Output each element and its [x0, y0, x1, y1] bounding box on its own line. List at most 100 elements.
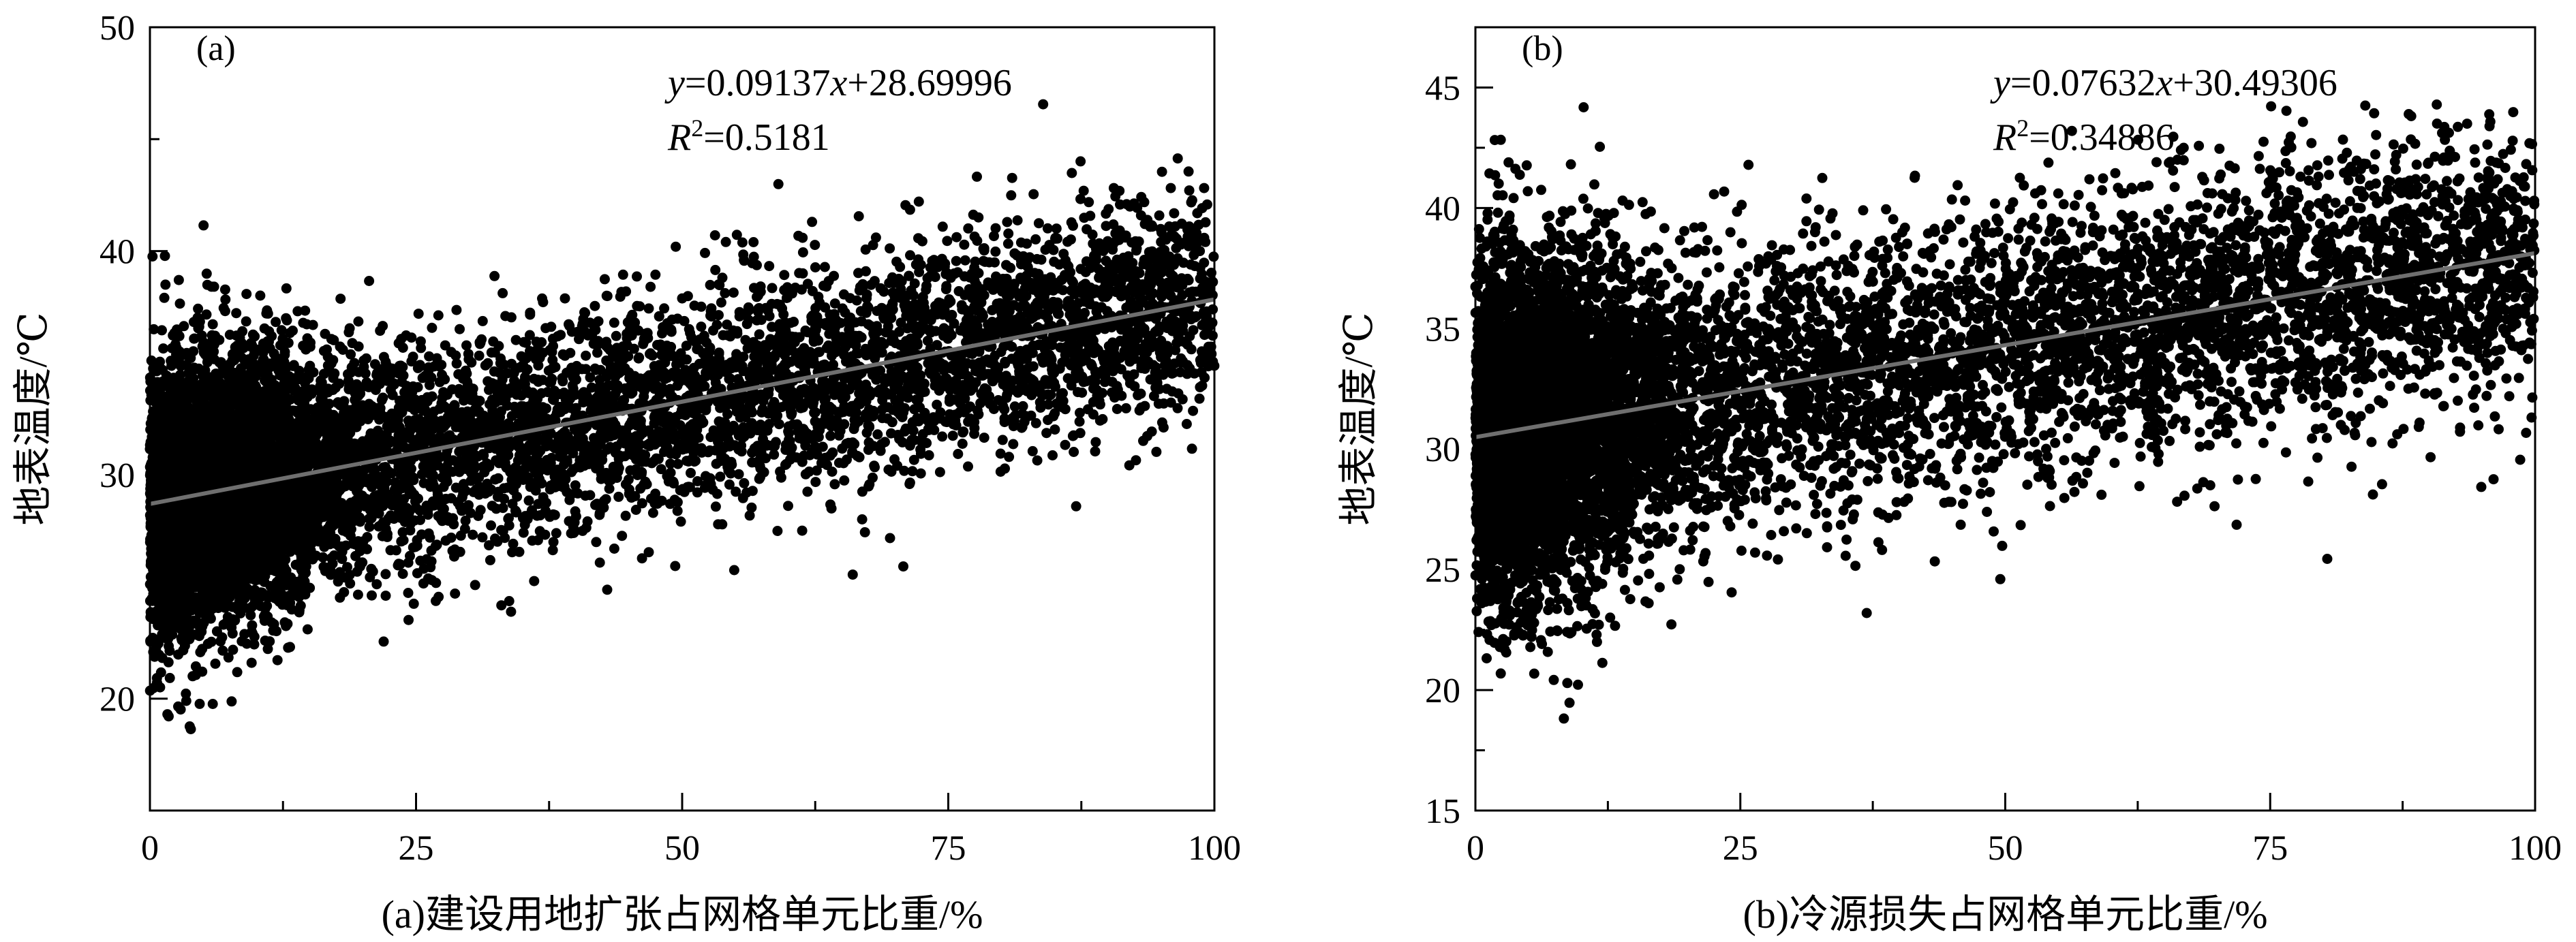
panel-a-point — [335, 294, 346, 304]
panel-a-point — [947, 430, 958, 441]
panel-a-point — [709, 230, 720, 240]
panel-a-point — [514, 546, 525, 557]
panel-a-point — [937, 221, 948, 232]
panel-a-point — [226, 696, 237, 707]
panel-a-point — [844, 293, 855, 304]
panel-a-point — [174, 298, 185, 309]
panel-a-point — [547, 394, 558, 405]
panel-a-point — [477, 532, 488, 543]
panel-a-point — [403, 588, 414, 598]
panel-a-point — [1189, 261, 1200, 272]
panel-a-point — [620, 510, 631, 521]
panel-a-point — [353, 341, 364, 352]
panel-a-point — [779, 270, 790, 281]
panel-a-point — [175, 704, 186, 715]
panel-a-point — [1074, 416, 1085, 427]
panel-a-point — [281, 283, 292, 294]
panel-a-point — [628, 343, 639, 354]
panel-a-point — [489, 270, 500, 281]
panel-a-point — [1111, 404, 1122, 414]
panel-a-point — [1184, 185, 1195, 196]
panel-a-point — [179, 321, 189, 332]
panel-a-point — [271, 317, 281, 328]
panel-a-point — [1172, 153, 1183, 164]
panel-a-point — [713, 519, 724, 530]
panel-a-point — [645, 281, 656, 292]
panel-a-point — [880, 437, 890, 448]
panel-a-point — [681, 354, 692, 365]
panel-a-point — [1002, 238, 1013, 249]
panel-a-point — [159, 292, 170, 303]
panel-a-point — [1020, 300, 1030, 311]
panel-a-point — [670, 561, 681, 571]
panel-a-point — [160, 279, 171, 290]
panel-a-point — [972, 171, 982, 182]
panel-a-point — [548, 537, 559, 548]
panel-a-point — [953, 449, 964, 459]
panel-a-point — [599, 274, 610, 285]
panel-a-point — [639, 391, 649, 402]
panel-a-point — [741, 319, 752, 330]
panel-a-points — [144, 99, 1220, 734]
panel-a-point — [722, 330, 733, 341]
panel-a-point — [1047, 450, 1058, 460]
panel-a-point — [959, 239, 970, 250]
panel-a-point — [1150, 313, 1161, 324]
panel-a-point — [506, 312, 517, 323]
panel-a-point — [617, 531, 628, 541]
panel-a-point — [523, 495, 534, 506]
panel-a-point — [747, 457, 758, 468]
panel-a-point — [681, 341, 692, 351]
panel-a-point — [162, 709, 173, 720]
panel-a-point — [1188, 405, 1199, 416]
panel-a-point — [1182, 339, 1193, 350]
panel-a-point — [228, 644, 239, 655]
panel-a-point — [1090, 437, 1101, 448]
panel-a-point — [1176, 358, 1186, 368]
panel-a-point — [485, 484, 495, 494]
panel-a-point — [764, 261, 775, 272]
panel-a-point — [484, 540, 494, 551]
panel-a-point — [650, 269, 661, 280]
panel-a-point — [829, 479, 840, 490]
panel-a-point — [449, 544, 460, 555]
panel-a-point — [559, 293, 570, 304]
panel-a-point — [1090, 446, 1101, 457]
panel-a-point — [586, 405, 597, 415]
panel-a-point — [964, 272, 975, 283]
panel-a-point — [581, 350, 592, 361]
panel-a-point — [451, 304, 462, 315]
panel-a-point — [1121, 199, 1132, 210]
panel-a-point — [506, 411, 517, 422]
panel-a-point — [700, 247, 710, 258]
panel-a-point — [496, 600, 507, 611]
panel-a-point — [654, 311, 664, 322]
panel-a-point — [632, 271, 642, 282]
panel-a-point — [710, 264, 721, 275]
panel-a-point — [497, 287, 508, 298]
panel-a-point — [371, 579, 382, 590]
panel-a-point — [397, 343, 408, 353]
panel-a-point — [800, 469, 811, 480]
panel-a-point — [729, 565, 739, 576]
panel-a-point — [937, 431, 948, 442]
panel-a-point — [246, 657, 257, 668]
panel-a-point — [1049, 408, 1060, 419]
panel-a-point — [613, 491, 624, 502]
panel-a-point — [217, 645, 228, 656]
panel-a-point — [898, 561, 908, 572]
panel-a-point — [1199, 183, 1210, 193]
panel-a-point — [1069, 447, 1079, 457]
panel-a-point — [241, 316, 251, 327]
panel-a-point — [380, 591, 391, 601]
panel-a-point — [1060, 439, 1071, 450]
panel-a-point — [990, 246, 1001, 257]
panel-a-point — [979, 433, 990, 443]
panel-a-point — [1006, 190, 1017, 201]
panel-a-point — [1188, 325, 1199, 336]
panel-a-point — [431, 595, 441, 606]
panel-a-point — [1009, 401, 1020, 412]
panel-a-point — [1165, 183, 1176, 193]
panel-a-point — [594, 557, 605, 568]
